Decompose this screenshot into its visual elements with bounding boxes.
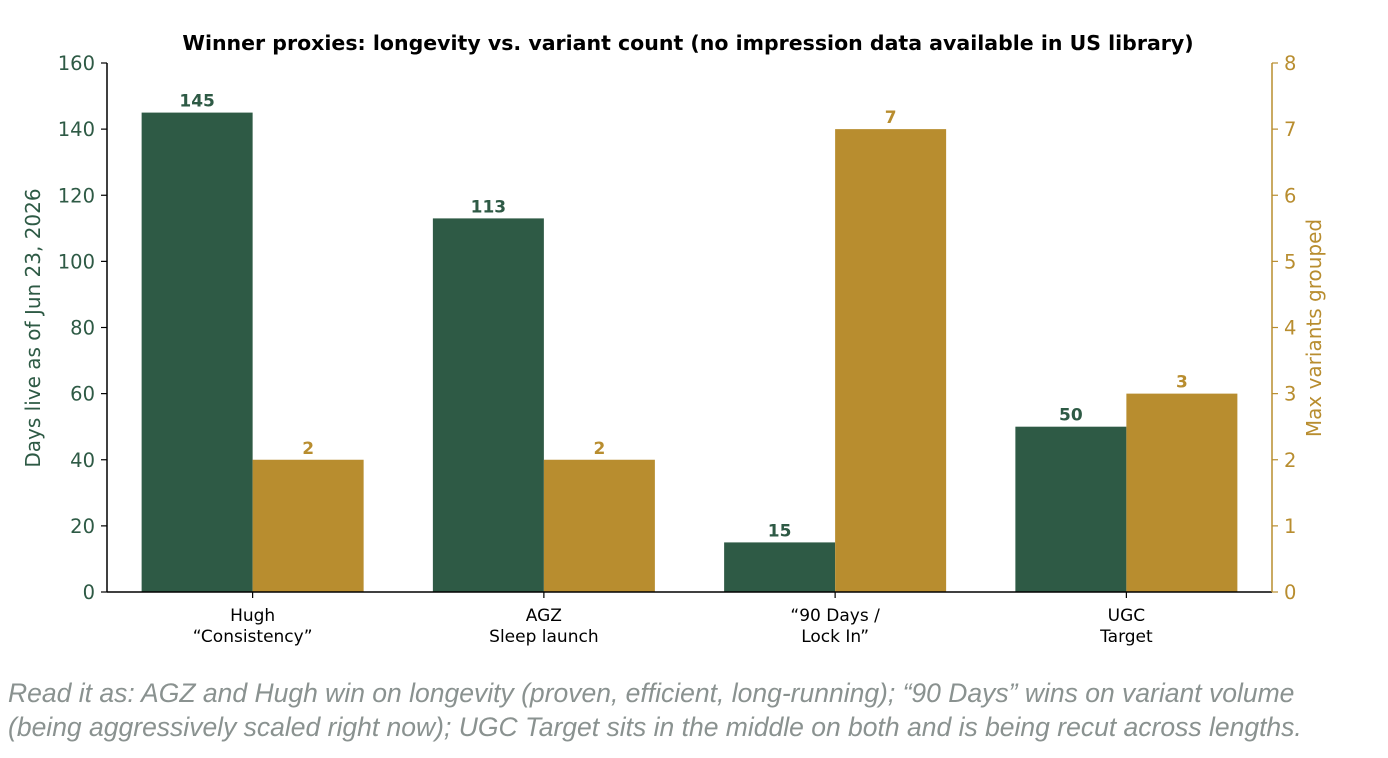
y-axis-right-tick-label: 6 bbox=[1284, 184, 1296, 207]
y-axis-left-tick-label: 80 bbox=[70, 317, 95, 340]
x-tick-label: UGC bbox=[1108, 606, 1146, 626]
y-axis-left-tick-label: 160 bbox=[58, 52, 95, 75]
y-axis-right-tick-label: 2 bbox=[1284, 449, 1296, 472]
chart-title: Winner proxies: longevity vs. variant co… bbox=[182, 31, 1193, 55]
data-label-max-variants: 2 bbox=[302, 439, 314, 459]
y-axis-left-label: Days live as of Jun 23, 2026 bbox=[21, 188, 45, 467]
data-label-max-variants: 7 bbox=[885, 108, 897, 128]
x-tick-label: Hugh bbox=[230, 606, 275, 626]
bar-max-variants bbox=[835, 129, 947, 592]
y-axis-right-tick-label: 5 bbox=[1284, 250, 1296, 273]
x-tick-label: “90 Days / bbox=[790, 606, 880, 626]
y-axis-right-tick-label: 8 bbox=[1284, 52, 1296, 75]
chart-caption: Read it as: AGZ and Hugh win on longevit… bbox=[8, 676, 1383, 744]
bar-max-variants bbox=[543, 459, 655, 592]
y-axis-left-tick-label: 40 bbox=[70, 449, 95, 472]
bar-max-variants bbox=[1126, 393, 1238, 592]
y-axis-right-tick-label: 4 bbox=[1284, 317, 1296, 340]
y-axis-left-tick-label: 60 bbox=[70, 383, 95, 406]
data-label-max-variants: 2 bbox=[593, 439, 605, 459]
caption-line-2: (being aggressively scaled right now); U… bbox=[8, 712, 1302, 742]
y-axis-left-tick-label: 0 bbox=[83, 581, 95, 604]
y-axis-right-tick-label: 3 bbox=[1284, 383, 1296, 406]
x-tick-label: Target bbox=[1099, 627, 1153, 647]
bar-days-live bbox=[141, 112, 253, 592]
y-axis-right-label: Max variants grouped bbox=[1302, 219, 1326, 437]
x-tick-label: Sleep launch bbox=[489, 627, 598, 647]
y-axis-right-tick-label: 0 bbox=[1284, 581, 1296, 604]
y-axis-left-tick-label: 20 bbox=[70, 515, 95, 538]
bar-days-live bbox=[432, 218, 544, 593]
data-label-max-variants: 3 bbox=[1176, 373, 1188, 393]
y-axis-left-tick-label: 140 bbox=[58, 118, 95, 141]
y-axis-right-tick-label: 7 bbox=[1284, 118, 1296, 141]
dual-axis-bar-chart: Winner proxies: longevity vs. variant co… bbox=[21, 31, 1326, 647]
bar-days-live bbox=[724, 542, 836, 592]
bar-max-variants bbox=[252, 459, 364, 592]
x-tick-label: “Consistency” bbox=[193, 627, 313, 647]
data-label-days-live: 50 bbox=[1059, 406, 1083, 426]
data-label-days-live: 145 bbox=[179, 92, 215, 112]
y-axis-right-tick-label: 1 bbox=[1284, 515, 1296, 538]
x-tick-label: AGZ bbox=[526, 606, 562, 626]
caption-line-1: Read it as: AGZ and Hugh win on longevit… bbox=[8, 678, 1295, 708]
y-axis-left-tick-label: 120 bbox=[58, 184, 95, 207]
bar-days-live bbox=[1015, 426, 1127, 592]
data-label-days-live: 113 bbox=[471, 197, 507, 217]
x-tick-label: Lock In” bbox=[801, 627, 869, 647]
y-axis-left-tick-label: 100 bbox=[58, 250, 95, 273]
data-label-days-live: 15 bbox=[768, 521, 792, 541]
